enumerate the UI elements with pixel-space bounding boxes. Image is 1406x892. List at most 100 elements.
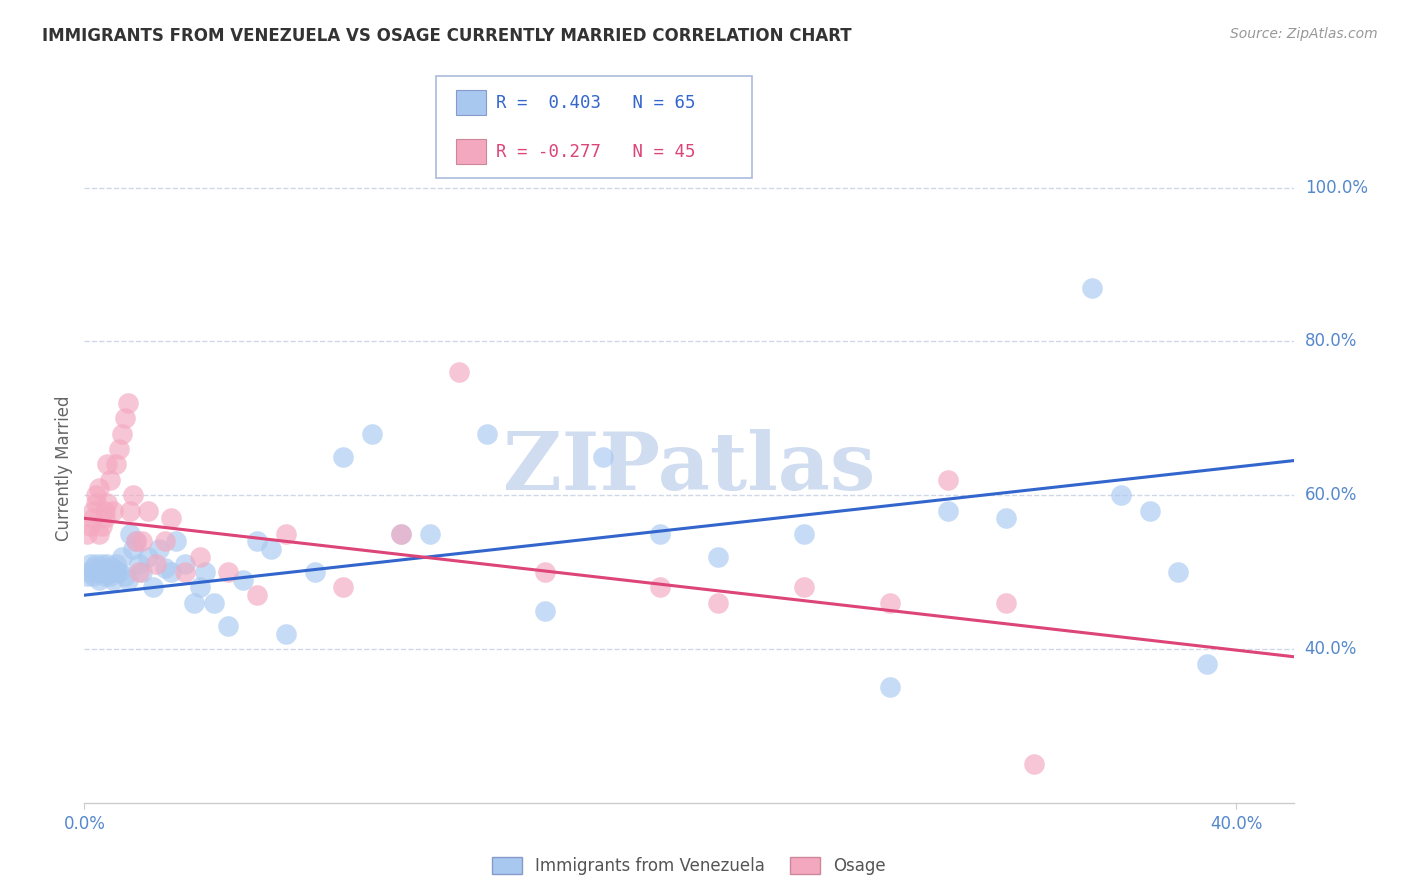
Point bbox=[183, 596, 205, 610]
Point bbox=[84, 496, 107, 510]
Text: Source: ZipAtlas.com: Source: ZipAtlas.com bbox=[1230, 27, 1378, 41]
Point bbox=[1109, 488, 1132, 502]
Point bbox=[706, 549, 728, 564]
Point bbox=[936, 473, 959, 487]
Point bbox=[159, 511, 181, 525]
Point bbox=[1081, 280, 1104, 294]
Point bbox=[111, 549, 134, 564]
Point bbox=[79, 565, 101, 579]
Point bbox=[361, 426, 384, 441]
Point bbox=[105, 558, 128, 572]
Point bbox=[96, 565, 118, 579]
Point bbox=[188, 581, 211, 595]
Point bbox=[82, 511, 104, 525]
Point bbox=[93, 511, 115, 525]
Point bbox=[120, 526, 142, 541]
Point bbox=[82, 569, 104, 583]
Point bbox=[706, 596, 728, 610]
Text: IMMIGRANTS FROM VENEZUELA VS OSAGE CURRENTLY MARRIED CORRELATION CHART: IMMIGRANTS FROM VENEZUELA VS OSAGE CURRE… bbox=[42, 27, 852, 45]
Point bbox=[131, 565, 153, 579]
Point bbox=[98, 565, 121, 579]
Point bbox=[194, 565, 217, 579]
Text: 40.0%: 40.0% bbox=[1305, 640, 1357, 658]
Point bbox=[108, 442, 131, 456]
Legend: Immigrants from Venezuela, Osage: Immigrants from Venezuela, Osage bbox=[485, 850, 893, 881]
Point bbox=[202, 596, 225, 610]
Point bbox=[131, 534, 153, 549]
Point bbox=[232, 573, 254, 587]
Point bbox=[650, 526, 672, 541]
Point bbox=[84, 565, 107, 579]
Text: 60.0%: 60.0% bbox=[1305, 486, 1357, 504]
Point bbox=[111, 426, 134, 441]
Point bbox=[90, 558, 112, 572]
Point bbox=[76, 526, 98, 541]
Point bbox=[534, 603, 557, 617]
Point bbox=[122, 488, 145, 502]
Point bbox=[93, 561, 115, 575]
Point bbox=[96, 496, 118, 510]
Point bbox=[217, 619, 239, 633]
Point bbox=[159, 565, 181, 579]
Point bbox=[994, 511, 1017, 525]
Point bbox=[477, 426, 499, 441]
Text: ZIPatlas: ZIPatlas bbox=[503, 429, 875, 508]
Point bbox=[534, 565, 557, 579]
Point bbox=[246, 588, 269, 602]
Text: 100.0%: 100.0% bbox=[1305, 178, 1368, 196]
Point bbox=[114, 569, 136, 583]
Point bbox=[174, 558, 197, 572]
Point bbox=[274, 526, 297, 541]
Point bbox=[1197, 657, 1219, 672]
Point bbox=[188, 549, 211, 564]
Point bbox=[136, 549, 159, 564]
Point bbox=[114, 411, 136, 425]
Point bbox=[87, 573, 110, 587]
Point bbox=[105, 458, 128, 472]
Point bbox=[650, 581, 672, 595]
Point bbox=[142, 581, 165, 595]
Point bbox=[136, 503, 159, 517]
Point bbox=[101, 573, 124, 587]
Point bbox=[793, 581, 815, 595]
Point bbox=[1167, 565, 1189, 579]
Point bbox=[122, 542, 145, 557]
Point bbox=[128, 565, 150, 579]
Point bbox=[447, 365, 470, 379]
Point bbox=[793, 526, 815, 541]
Point bbox=[389, 526, 412, 541]
Point bbox=[101, 561, 124, 575]
Point bbox=[90, 565, 112, 579]
Text: R = -0.277   N = 45: R = -0.277 N = 45 bbox=[496, 143, 696, 161]
Point bbox=[153, 561, 176, 575]
Point bbox=[148, 542, 170, 557]
Point bbox=[1024, 757, 1046, 772]
Point bbox=[93, 503, 115, 517]
Point bbox=[76, 569, 98, 583]
Point bbox=[304, 565, 326, 579]
Point bbox=[153, 534, 176, 549]
Point bbox=[332, 450, 354, 464]
Point bbox=[98, 473, 121, 487]
Point bbox=[87, 481, 110, 495]
Point bbox=[96, 458, 118, 472]
Text: R =  0.403   N = 65: R = 0.403 N = 65 bbox=[496, 94, 696, 112]
Point bbox=[419, 526, 441, 541]
Point bbox=[145, 558, 167, 572]
Point bbox=[166, 534, 188, 549]
Point bbox=[274, 626, 297, 640]
Point bbox=[125, 534, 148, 549]
Point bbox=[101, 503, 124, 517]
Point bbox=[994, 596, 1017, 610]
Point bbox=[84, 488, 107, 502]
Y-axis label: Currently Married: Currently Married bbox=[55, 395, 73, 541]
Point bbox=[246, 534, 269, 549]
Point bbox=[84, 558, 107, 572]
Point bbox=[174, 565, 197, 579]
Point bbox=[90, 519, 112, 533]
Point bbox=[1139, 503, 1161, 517]
Point bbox=[125, 534, 148, 549]
Point bbox=[82, 503, 104, 517]
Point bbox=[82, 561, 104, 575]
Point bbox=[128, 558, 150, 572]
